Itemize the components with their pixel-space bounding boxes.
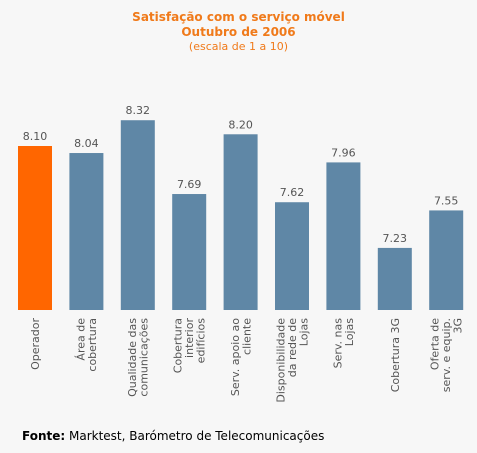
source-note: Fonte: Marktest, Barómetro de Telecomuni… — [22, 429, 324, 443]
bar-4 — [223, 134, 258, 310]
category-label-8-line-0: Oferta de — [429, 318, 442, 370]
bar-1 — [69, 153, 104, 310]
category-label-6-line-0: Serv. nas — [332, 318, 345, 369]
category-label-7: Cobertura 3G — [389, 318, 402, 392]
bar-8 — [429, 210, 464, 310]
value-label-5: 7.62 — [280, 186, 305, 199]
value-label-6: 7.96 — [331, 146, 356, 159]
category-label-3-line-0: Cobertura — [172, 318, 185, 373]
category-label-3-line-1: interior — [183, 318, 196, 358]
bar-2 — [120, 120, 155, 310]
category-label-7-line-0: Cobertura 3G — [389, 318, 402, 392]
category-label-4-line-1: cliente — [240, 318, 253, 355]
bar-6 — [326, 162, 361, 310]
value-label-0: 8.10 — [23, 130, 48, 143]
category-label-5-line-1: da rede de — [286, 318, 299, 377]
category-label-0-line-0: Operador — [29, 318, 42, 370]
category-label-8-line-2: 3G — [452, 318, 465, 334]
bar-0 — [18, 146, 52, 310]
value-label-4: 8.20 — [228, 118, 253, 131]
chart-title-block: Satisfação com o serviço móvel Outubro d… — [0, 10, 477, 54]
category-label-2-line-1: comunicações — [138, 318, 151, 397]
value-label-3: 7.69 — [177, 178, 202, 191]
category-label-5-line-0: Disponibilidade — [275, 318, 288, 403]
value-label-8: 7.55 — [434, 194, 459, 207]
source-label: Fonte: — [22, 429, 66, 443]
source-text: Marktest, Barómetro de Telecomunicações — [65, 429, 325, 443]
category-label-0: Operador — [29, 318, 42, 370]
category-label-2-line-0: Qualidade das — [126, 318, 139, 397]
value-label-1: 8.04 — [74, 137, 99, 150]
chart-title: Satisfação com o serviço móvel — [132, 10, 345, 24]
value-label-7: 7.23 — [383, 232, 408, 245]
bar-7 — [377, 247, 412, 310]
chart-subtitle-date: Outubro de 2006 — [181, 25, 296, 39]
category-label-5-line-2: Lojas — [298, 318, 311, 346]
category-label-3-line-2: edifícios — [195, 318, 208, 364]
bar-3 — [172, 194, 207, 310]
bar-5 — [275, 202, 309, 310]
chart-subtitle-scale: (escala de 1 a 10) — [188, 40, 289, 53]
value-label-2: 8.32 — [126, 104, 151, 117]
category-label-6-line-1: Lojas — [343, 318, 356, 346]
category-label-8-line-1: serv. e equip. — [440, 318, 453, 392]
category-label-1-line-0: Área de — [75, 318, 88, 361]
category-label-1-line-1: cobertura — [86, 318, 99, 372]
category-label-4-line-0: Serv. apoio ao — [229, 318, 242, 396]
